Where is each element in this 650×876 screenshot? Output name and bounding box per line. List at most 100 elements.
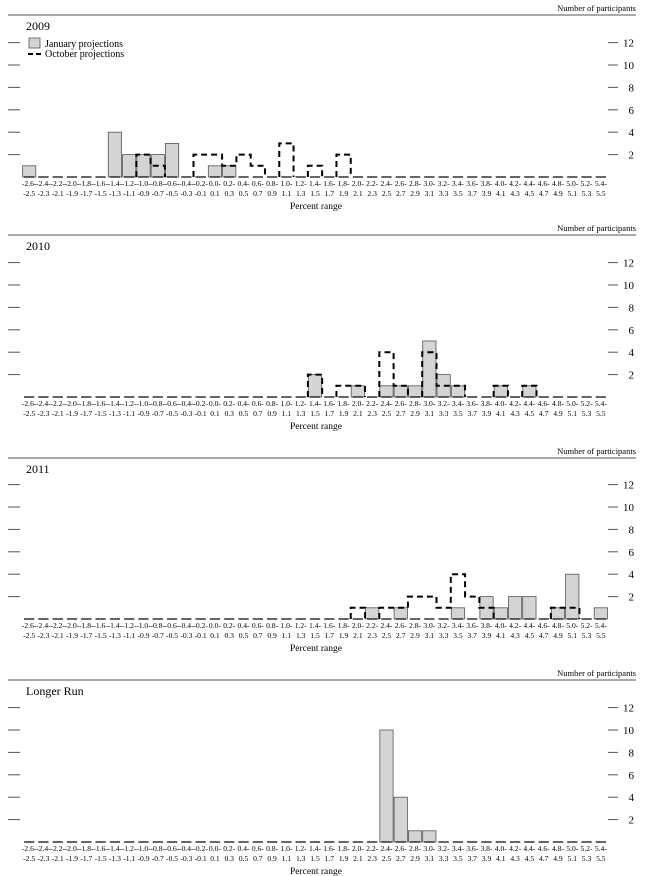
- x-tick-label-bottom: 0.3: [224, 631, 234, 640]
- x-tick-label-bottom: -0.7: [152, 631, 164, 640]
- x-tick-label-bottom: 2.5: [382, 409, 392, 418]
- x-tick-label-top: 0.8-: [266, 621, 278, 630]
- chart-panel: Number of participants201124681012-2.6--…: [8, 446, 636, 654]
- chart-panel: Number of participants201024681012-2.6--…: [8, 223, 636, 432]
- x-tick-label-top: 3.2-: [438, 399, 450, 408]
- x-tick-label-top: 1.6-: [323, 179, 335, 188]
- x-tick-label-top: 3.8-: [480, 621, 492, 630]
- y-tick-label: 2: [629, 150, 635, 162]
- x-tick-label-bottom: 3.5: [453, 854, 463, 863]
- x-tick-label-bottom: 3.9: [482, 189, 492, 198]
- x-tick-label-top: -1.0-: [136, 399, 151, 408]
- y-tick-label: 6: [629, 770, 635, 782]
- x-tick-label-bottom: 0.7: [253, 409, 263, 418]
- x-tick-label-top: 2.8-: [409, 179, 421, 188]
- x-tick-label-top: -1.2-: [122, 179, 137, 188]
- legend-swatch-january: [28, 37, 41, 49]
- january-bar: [522, 385, 537, 398]
- x-tick-label-bottom: -0.5: [166, 409, 178, 418]
- x-tick-label-bottom: 2.5: [382, 854, 392, 863]
- x-tick-label-bottom: 4.5: [525, 189, 535, 198]
- x-tick-label-bottom: 1.9: [339, 631, 349, 640]
- x-tick-label-top: 0.8-: [266, 844, 278, 853]
- x-tick-label-top: 3.6-: [466, 844, 478, 853]
- x-tick-label-bottom: 2.3: [367, 631, 377, 640]
- x-tick-label-bottom: 2.5: [382, 189, 392, 198]
- x-tick-label-bottom: 4.1: [496, 409, 506, 418]
- y-axis-label: Number of participants: [557, 668, 636, 678]
- x-tick-label-bottom: 5.5: [596, 409, 606, 418]
- x-tick-label-top: -0.6-: [165, 621, 180, 630]
- x-tick-label-top: 1.4-: [309, 844, 321, 853]
- x-tick-label-top: 1.4-: [309, 621, 321, 630]
- x-tick-label-top: 1.4-: [309, 179, 321, 188]
- x-tick-label-bottom: -1.7: [80, 409, 92, 418]
- x-tick-label-top: 3.6-: [466, 399, 478, 408]
- x-tick-label-top: 4.4-: [523, 621, 535, 630]
- october-outline: [135, 142, 352, 177]
- x-tick-label-top: -1.2-: [122, 399, 137, 408]
- x-tick-label-top: -0.2-: [193, 621, 208, 630]
- x-tick-label-bottom: 4.3: [510, 189, 520, 198]
- x-tick-label-bottom: -0.7: [152, 854, 164, 863]
- x-tick-label-bottom: -0.9: [137, 189, 149, 198]
- y-tick-label: 8: [629, 524, 635, 536]
- x-tick-label-top: -0.4-: [179, 399, 194, 408]
- x-tick-label-top: -0.4-: [179, 179, 194, 188]
- x-tick-label-top: 3.4-: [452, 621, 464, 630]
- x-tick-label-bottom: -1.5: [95, 631, 107, 640]
- x-tick-label-bottom: 2.7: [396, 409, 406, 418]
- x-axis-label: Percent range: [290, 867, 342, 876]
- x-tick-label-top: 3.4-: [452, 844, 464, 853]
- x-tick-label-bottom: -0.7: [152, 189, 164, 198]
- x-tick-label-bottom: 2.7: [396, 631, 406, 640]
- x-tick-label-top: 1.0-: [280, 844, 292, 853]
- x-tick-label-bottom: 0.9: [267, 854, 277, 863]
- x-tick-label-bottom: 1.7: [325, 409, 335, 418]
- x-tick-label-bottom: 4.3: [510, 631, 520, 640]
- x-tick-label-bottom: 1.1: [282, 409, 292, 418]
- x-tick-label-bottom: -2.1: [52, 854, 64, 863]
- january-bar: [393, 796, 408, 843]
- january-bar: [365, 607, 380, 620]
- x-tick-label-top: 0.0-: [209, 399, 221, 408]
- x-tick-label-top: 1.6-: [323, 621, 335, 630]
- x-tick-label-top: -1.2-: [122, 844, 137, 853]
- x-tick-label-bottom: 2.3: [367, 854, 377, 863]
- x-tick-label-bottom: 1.1: [282, 189, 292, 198]
- x-tick-label-top: -1.8-: [79, 844, 94, 853]
- x-tick-label-bottom: 3.3: [439, 631, 449, 640]
- x-tick-label-bottom: -0.9: [137, 409, 149, 418]
- x-tick-label-bottom: 1.3: [296, 189, 306, 198]
- x-tick-label-bottom: -1.7: [80, 189, 92, 198]
- x-tick-label-bottom: 2.9: [410, 631, 420, 640]
- x-tick-label-bottom: 2.7: [396, 189, 406, 198]
- january-bar: [222, 165, 237, 178]
- legend-label-october: October projections: [45, 49, 124, 60]
- january-bar: [522, 596, 537, 620]
- x-tick-label-bottom: -0.3: [180, 409, 192, 418]
- x-tick-label-top: -1.8-: [79, 621, 94, 630]
- x-tick-label-bottom: 2.9: [410, 854, 420, 863]
- x-tick-label-bottom: -2.5: [23, 631, 35, 640]
- x-tick-label-top: 2.6-: [395, 399, 407, 408]
- x-tick-label-bottom: 5.5: [596, 631, 606, 640]
- x-tick-label-top: 0.4-: [238, 844, 250, 853]
- x-tick-label-bottom: 0.3: [224, 854, 234, 863]
- x-axis-label: Percent range: [290, 202, 342, 212]
- x-tick-label-top: 3.4-: [452, 399, 464, 408]
- x-tick-label-bottom: -1.9: [66, 854, 78, 863]
- chart-title: 2011: [26, 462, 50, 476]
- x-tick-label-bottom: 3.3: [439, 409, 449, 418]
- x-tick-label-top: 3.0-: [423, 844, 435, 853]
- x-tick-label-top: 2.0-: [352, 844, 364, 853]
- x-tick-label-top: 0.6-: [252, 399, 264, 408]
- x-tick-label-bottom: 1.5: [310, 854, 320, 863]
- x-tick-label-bottom: -0.1: [195, 631, 207, 640]
- x-tick-label-top: 3.8-: [480, 399, 492, 408]
- chart-title: 2009: [26, 19, 50, 33]
- x-tick-label-top: 0.0-: [209, 621, 221, 630]
- x-tick-label-bottom: -2.5: [23, 409, 35, 418]
- january-bar: [450, 607, 465, 620]
